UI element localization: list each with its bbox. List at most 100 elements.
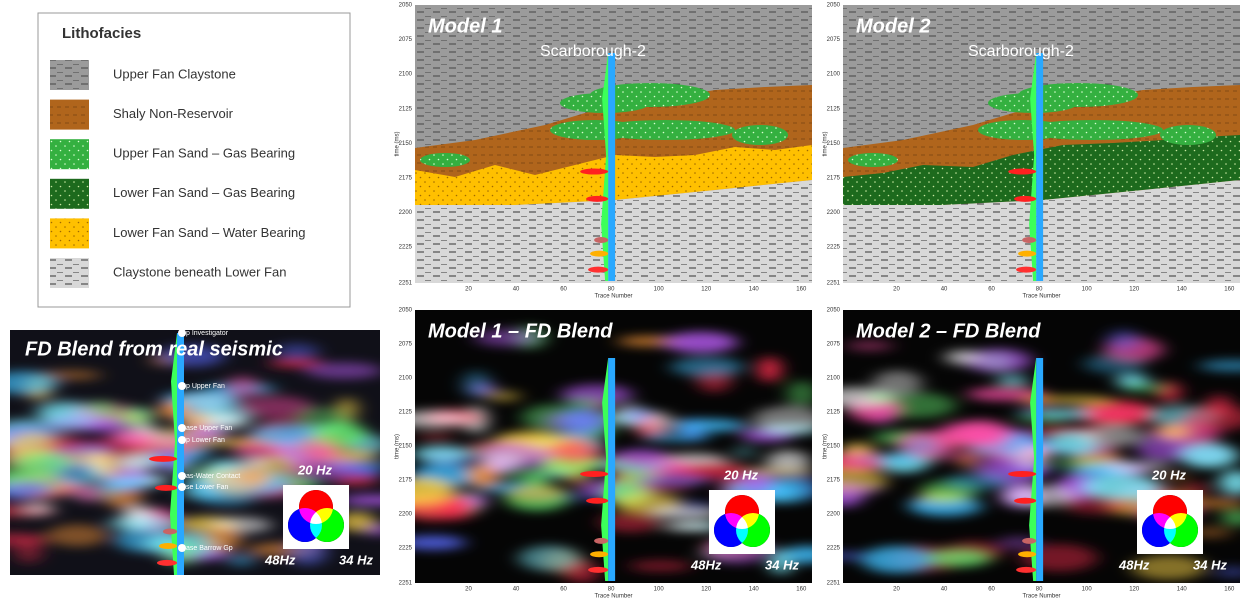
x-axis-label: Trace Number xyxy=(594,294,632,300)
blend-blob xyxy=(508,484,565,500)
upper-fan-sand xyxy=(1160,125,1216,145)
well-spike xyxy=(1016,567,1036,573)
y-tick-label: 2150 xyxy=(399,443,413,449)
well-spike xyxy=(586,498,608,504)
x-axis-label: Trace Number xyxy=(1022,294,1060,300)
legend-title: Lithofacies xyxy=(62,25,141,42)
y-tick-label: 2225 xyxy=(827,245,841,251)
legend-label: Shaly Non-Reservoir xyxy=(113,106,234,121)
well-marker xyxy=(178,436,186,444)
blend-blob xyxy=(643,432,711,442)
blend-blob xyxy=(623,408,651,422)
y-tick-label: 2200 xyxy=(827,210,841,216)
well-marker xyxy=(178,424,186,432)
legend-swatch xyxy=(50,139,89,169)
panel-title: Model 2 xyxy=(856,15,930,37)
model-panel: 2050207521002125215021752200222522512040… xyxy=(810,308,1244,600)
blend-blob xyxy=(1012,444,1050,468)
x-axis-label: Trace Number xyxy=(594,594,632,600)
y-axis-label: time (ms) xyxy=(395,434,401,459)
y-tick-label: 2175 xyxy=(399,175,413,181)
blend-blob xyxy=(340,495,408,505)
well-spike xyxy=(586,196,608,202)
y-tick-label: 2100 xyxy=(827,72,841,78)
well-spike xyxy=(580,169,608,175)
x-tick-label: 100 xyxy=(1082,587,1093,593)
x-tick-label: 100 xyxy=(1082,287,1093,293)
legend-label: Upper Fan Claystone xyxy=(113,66,236,81)
blend-blob xyxy=(558,408,606,436)
blend-blob xyxy=(817,551,868,560)
blend-blob xyxy=(664,332,737,353)
y-tick-label: 2200 xyxy=(399,511,413,517)
x-tick-label: 60 xyxy=(988,587,995,593)
y-tick-label: 2100 xyxy=(399,375,413,381)
x-tick-label: 140 xyxy=(749,287,760,293)
blend-blob xyxy=(945,350,981,365)
x-tick-label: 40 xyxy=(513,287,520,293)
blend-blob xyxy=(1000,448,1025,456)
legend-swatch xyxy=(50,100,89,130)
well-spike xyxy=(149,456,177,462)
x-tick-label: 160 xyxy=(1224,287,1235,293)
blend-blob xyxy=(228,554,254,566)
blend-blob xyxy=(1123,383,1168,392)
x-tick-label: 60 xyxy=(988,287,995,293)
well-spike xyxy=(590,551,608,557)
well-spike xyxy=(1022,237,1036,243)
x-tick-label: 120 xyxy=(701,287,712,293)
blend-blob xyxy=(485,391,521,402)
well-spike xyxy=(590,251,608,257)
x-tick-label: 120 xyxy=(1129,287,1140,293)
x-tick-label: 100 xyxy=(654,587,665,593)
well-spike xyxy=(1008,169,1036,175)
y-tick-label: 2150 xyxy=(827,141,841,147)
blend-blob xyxy=(417,432,454,441)
blend-blob xyxy=(873,370,922,395)
legend-swatch xyxy=(50,258,89,288)
x-axis-label: Trace Number xyxy=(1022,594,1060,600)
blend-blob xyxy=(954,434,1005,448)
blend-blob xyxy=(816,485,882,495)
x-tick-label: 120 xyxy=(1129,587,1140,593)
y-tick-label: 2200 xyxy=(399,210,413,216)
well-spike xyxy=(1014,196,1036,202)
x-tick-label: 60 xyxy=(560,587,567,593)
well-spike xyxy=(1022,538,1036,544)
blend-blob xyxy=(861,546,934,573)
well-marker-label: ase Upper Fan xyxy=(186,425,232,432)
well-marker xyxy=(178,382,186,390)
well-spike xyxy=(155,485,177,491)
well-spike xyxy=(588,267,608,273)
color-key-circle xyxy=(736,513,770,547)
upper-fan-sand xyxy=(595,120,735,140)
y-tick-label: 2075 xyxy=(399,37,413,43)
x-tick-label: 140 xyxy=(1177,287,1188,293)
upper-fan-sand xyxy=(848,153,898,167)
x-tick-label: 20 xyxy=(465,287,472,293)
x-tick-label: 140 xyxy=(749,587,760,593)
y-axis-label: time (ms) xyxy=(395,132,401,157)
y-tick-label: 2200 xyxy=(827,511,841,517)
y-tick-label: 2125 xyxy=(827,106,841,112)
blend-blob xyxy=(836,450,882,470)
y-tick-label: 2175 xyxy=(827,477,841,483)
blend-blob xyxy=(47,524,108,546)
legend-swatch xyxy=(50,218,89,248)
panel-title: Model 2 – FD Blend xyxy=(856,320,1041,342)
blend-blob xyxy=(119,453,156,471)
legend-label: Lower Fan Sand – Water Bearing xyxy=(113,225,305,240)
blend-blob xyxy=(227,375,259,398)
y-tick-label: 2125 xyxy=(399,106,413,112)
blend-blob xyxy=(76,484,100,502)
y-tick-label: 2075 xyxy=(827,342,841,348)
x-tick-label: 160 xyxy=(796,587,807,593)
y-tick-label: 2150 xyxy=(827,443,841,449)
x-tick-label: 20 xyxy=(893,287,900,293)
blend-blob xyxy=(787,381,816,408)
blend-blob xyxy=(910,449,989,461)
blend-blob xyxy=(670,419,746,432)
well-marker-label: p Lower Fan xyxy=(186,437,225,444)
y-tick-label: 2150 xyxy=(399,141,413,147)
blend-blob xyxy=(1157,424,1189,440)
